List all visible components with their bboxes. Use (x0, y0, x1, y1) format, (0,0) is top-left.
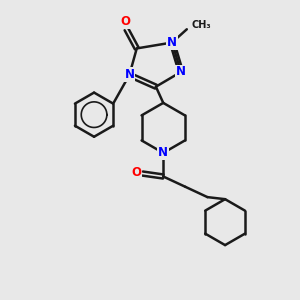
Text: N: N (167, 36, 177, 49)
Text: N: N (158, 146, 168, 159)
Text: N: N (176, 65, 186, 79)
Text: N: N (124, 68, 134, 81)
Text: CH₃: CH₃ (191, 20, 211, 30)
Text: O: O (120, 15, 130, 28)
Text: O: O (131, 166, 141, 178)
